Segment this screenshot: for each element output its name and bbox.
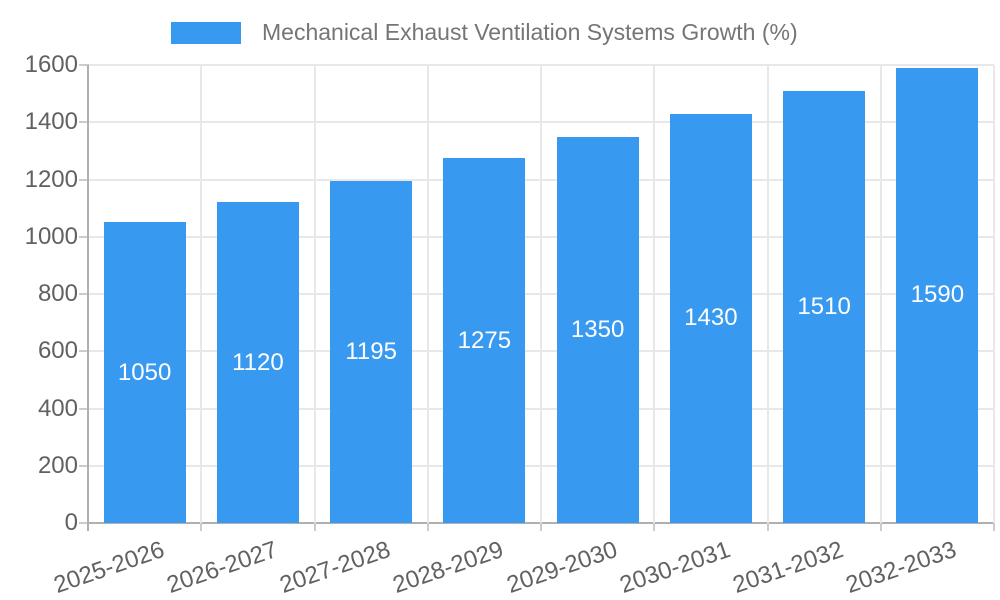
x-gridline: [653, 65, 656, 523]
legend-label: Mechanical Exhaust Ventilation Systems G…: [262, 19, 798, 45]
x-axis-tick-label: 2030-2031: [616, 536, 734, 599]
bar-value-label: 1050: [117, 358, 172, 386]
y-axis-tick-mark: [79, 522, 89, 524]
x-gridline: [200, 65, 203, 523]
bar-value-label: 1195: [345, 337, 397, 365]
y-axis-tick-label: 1200: [24, 165, 78, 193]
x-gridline: [426, 65, 429, 523]
x-axis-tick-label: 2026-2027: [163, 536, 281, 599]
y-axis-tick-mark: [79, 407, 89, 410]
x-axis-tick-label: 2027-2028: [276, 536, 394, 599]
y-axis-tick-label: 1400: [24, 108, 78, 136]
y-axis-tick-label: 1600: [24, 51, 78, 78]
x-axis-tick-mark: [993, 523, 995, 531]
bar-value-label: 1430: [684, 304, 738, 332]
y-axis-tick-mark: [79, 121, 89, 124]
bar: [443, 158, 526, 523]
bar-value-label: 1275: [457, 326, 512, 354]
bar-value-label: 1120: [232, 348, 284, 376]
x-gridline: [540, 65, 542, 523]
y-axis-tick-label: 400: [37, 394, 78, 422]
x-axis-tick-label: 2031-2032: [729, 536, 847, 599]
bar: [216, 202, 299, 523]
y-axis-tick-label: 0: [64, 509, 78, 536]
bar: [330, 180, 413, 523]
y-axis-tick-mark: [79, 293, 89, 295]
y-axis-tick-mark: [79, 178, 89, 181]
x-axis-tick-label: 2028-2029: [389, 536, 508, 599]
legend-swatch: [171, 21, 241, 44]
x-axis-tick-label: 2032-2033: [842, 536, 961, 599]
y-axis-tick-label: 1000: [24, 222, 78, 250]
bar-value-label: 1510: [797, 292, 851, 320]
y-axis-line: [87, 65, 89, 531]
y-axis-tick-mark: [79, 464, 89, 467]
x-axis-tick-mark: [540, 523, 542, 531]
x-axis-tick-label: 2025-2026: [50, 536, 168, 599]
bar-value-label: 1590: [910, 281, 965, 309]
x-gridline: [313, 65, 316, 523]
x-axis-tick-mark: [766, 523, 769, 531]
y-axis-tick-mark: [79, 235, 89, 238]
x-axis-tick-mark: [426, 523, 429, 531]
bar: [669, 113, 752, 523]
y-axis-tick-mark: [79, 350, 89, 353]
y-axis-tick-mark: [79, 64, 89, 66]
x-gridline: [879, 65, 882, 523]
bar-value-label: 1350: [570, 315, 625, 343]
bar: [103, 222, 186, 523]
x-gridline: [993, 65, 995, 523]
y-axis-tick-label: 800: [37, 280, 78, 307]
x-axis-tick-mark: [653, 523, 656, 531]
chart-legend: Mechanical Exhaust Ventilation Systems G…: [171, 19, 798, 46]
x-axis-tick-mark: [879, 523, 882, 531]
bar: [783, 90, 866, 523]
x-axis-tick-mark: [313, 523, 316, 531]
bar: [896, 67, 979, 523]
x-axis-tick-mark: [200, 523, 203, 531]
x-gridline: [766, 65, 769, 523]
x-axis-tick-label: 2029-2030: [503, 536, 621, 599]
y-axis-tick-label: 600: [37, 337, 78, 365]
bar: [556, 136, 639, 523]
y-axis-tick-label: 200: [37, 451, 78, 479]
